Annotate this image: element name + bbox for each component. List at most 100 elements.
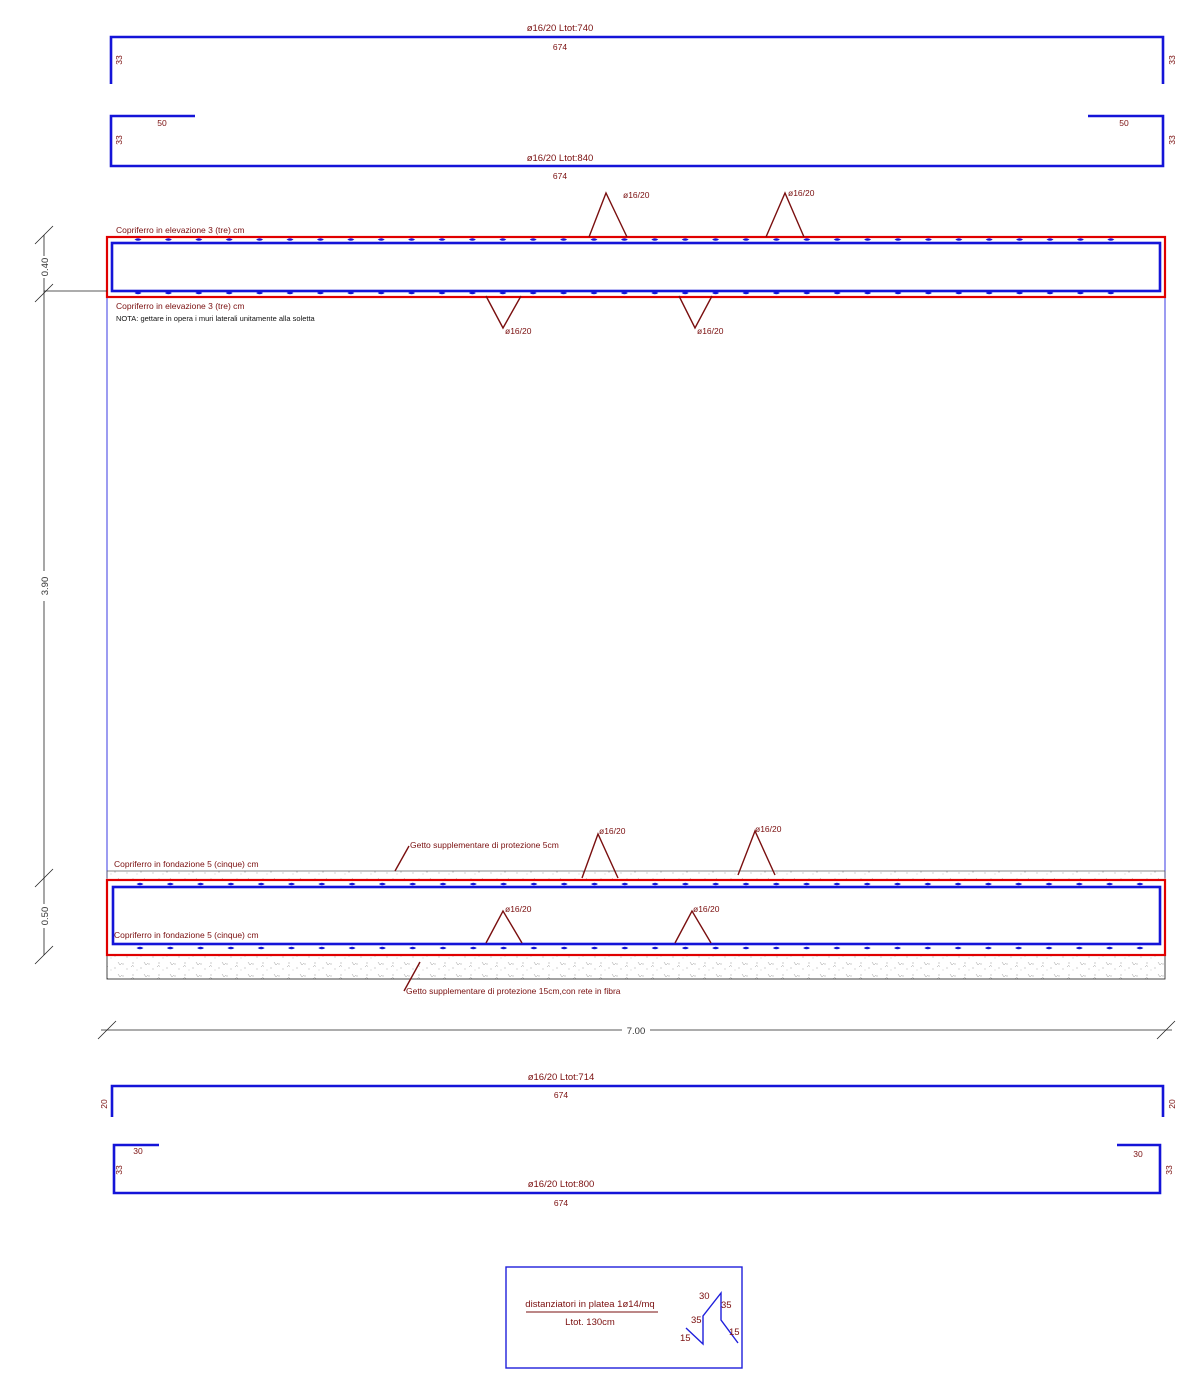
foundation-bottom-rebar-dot — [469, 946, 477, 950]
top-bar-1-left-leg: 33 — [114, 55, 124, 65]
foundation-bottom-rebar-dot — [1136, 946, 1144, 950]
slab-bottom-rebar-dot — [134, 291, 142, 295]
bottom-bar-1: ø16/20 Ltot:714 674 20 20 — [99, 1072, 1177, 1117]
slab-top-rebar-dot — [256, 238, 264, 241]
slab-top-rebar-dot — [316, 238, 324, 241]
top-bar-1: ø16/20 Ltot:740 674 33 33 — [109, 23, 1177, 84]
slab-bottom-rebar-dot — [529, 291, 537, 295]
slab-formwork — [105, 235, 1167, 299]
top-bar-1-label: ø16/20 Ltot:740 — [527, 23, 594, 34]
slab-top-rebar-dot — [1016, 238, 1024, 241]
slab-bottom-rebar-dot — [1107, 291, 1115, 295]
spacer-seg-d: 15 — [680, 1333, 691, 1344]
foundation-top-rebar-dot — [924, 882, 932, 886]
slab-top-rebar-dot — [924, 238, 932, 241]
slab-top-rebar-dot — [468, 238, 476, 241]
foundation-top-rebar-dot — [772, 882, 780, 886]
slab-top-rebar-dot — [195, 238, 203, 241]
spacer-detail-frame — [505, 1266, 743, 1369]
wall-outline — [106, 298, 1166, 878]
foundation-top-rebar-dot — [500, 882, 508, 886]
slab-thickness-dim: 0.40 — [40, 258, 51, 277]
foundation-top-rebar-dot — [530, 882, 538, 886]
slab-top-rebar-leader-2 — [765, 191, 805, 238]
foundation-bottom-rebar-dot — [439, 946, 447, 950]
foundation-bottom-rebar-dot — [591, 946, 598, 950]
foundation-top-rebar-label-1: ø16/20 — [599, 826, 626, 836]
protection-bottom-leader — [403, 961, 421, 992]
foundation-top-rebar-dot — [1136, 882, 1144, 886]
foundation-bottom-rebar-dot — [651, 946, 659, 950]
foundation-bottom-rebar-dot — [772, 946, 780, 950]
slab-bottom-rebar-dot — [499, 291, 507, 295]
slab-bottom-rebar-dot — [408, 291, 416, 295]
slab-top-rebar-dot — [225, 238, 233, 241]
bottom-bar-1-left-leg: 20 — [99, 1099, 109, 1109]
spacer-seg-b: 35 — [721, 1300, 732, 1311]
foundation-top-rebar-dot — [288, 882, 295, 886]
foundation-bottom-rebar-row — [136, 946, 1144, 950]
vertical-dim-tick-3 — [34, 868, 54, 888]
foundation-bottom-rebar-label-2: ø16/20 — [693, 904, 720, 914]
foundation-top-rebar-dot — [348, 882, 356, 886]
slab-bottom-rebar-dot — [894, 291, 902, 295]
bottom-bar-1-length: 674 — [554, 1090, 568, 1100]
top-bar-1-shape — [109, 35, 1165, 84]
foundation-bottom-rebar-dot — [621, 946, 629, 950]
horizontal-dim-tick-left — [97, 1020, 117, 1040]
spacer-total: Ltot. 130cm — [565, 1317, 615, 1328]
bottom-bar-2: 30 30 ø16/20 Ltot:800 674 33 33 — [112, 1143, 1174, 1208]
slab-top-rebar-dot — [803, 238, 811, 241]
slab-top-rebar-dot — [347, 238, 355, 241]
foundation-bottom-rebar-leader-2 — [674, 909, 712, 944]
height-dim: 3.90 — [40, 577, 51, 596]
foundation-bottom-rebar-dot — [924, 946, 932, 950]
top-bar-2: 50 50 ø16/20 Ltot:840 674 33 33 — [109, 114, 1177, 181]
width-dim: 7.00 — [627, 1026, 646, 1037]
top-bar-2-right-hook: 50 — [1119, 118, 1129, 128]
slab-bottom-rebar-dot — [833, 291, 841, 295]
slab-top-rebar-dot — [1107, 238, 1115, 241]
slab-top-rebar-dot — [894, 238, 902, 241]
foundation-top-rebar-dot — [1045, 882, 1053, 886]
foundation-top-rebar-dot — [257, 882, 265, 886]
foundation-top-rebar-dot — [318, 882, 326, 886]
slab-bottom-rebar-dot — [772, 291, 780, 295]
spacer-seg-c: 35 — [691, 1315, 702, 1326]
protection-top-label: Getto supplementare di protezione 5cm — [410, 840, 559, 850]
top-bar-2-left-leg: 33 — [114, 135, 124, 145]
slab-cover-top-label: Copriferro in elevazione 3 (tre) cm — [116, 225, 245, 235]
top-bar-2-right-leg: 33 — [1167, 135, 1177, 145]
slab-stirrup — [110, 241, 1162, 293]
foundation-bottom-rebar-dot — [136, 946, 144, 950]
bottom-bar-2-left-leg: 33 — [114, 1165, 124, 1175]
foundation-top-rebar-dot — [197, 882, 205, 886]
slab-top-rebar-dot — [590, 238, 598, 241]
foundation-bottom-rebar-dot — [500, 946, 508, 950]
slab-top-rebar-dot — [712, 238, 720, 241]
slab-bottom-rebar-dot — [316, 291, 324, 295]
foundation-top-rebar-label-2: ø16/20 — [755, 824, 782, 834]
vertical-dimension: 0.40 3.90 0.50 — [34, 225, 107, 965]
foundation-bottom-rebar-dot — [742, 946, 750, 950]
foundation-bottom-rebar-label-1: ø16/20 — [505, 904, 532, 914]
slab-bottom-rebar-dot — [803, 291, 811, 295]
spacer-shape — [685, 1290, 739, 1346]
bottom-bar-2-length: 674 — [554, 1198, 568, 1208]
slab-bottom-rebar-label-1: ø16/20 — [505, 326, 532, 336]
slab-top-rebar-row — [134, 238, 1115, 241]
dim-mask-3 — [38, 904, 50, 928]
slab-top-rebar-dot — [681, 238, 689, 241]
foundation-bottom-rebar-dot — [530, 946, 538, 950]
slab-bottom-rebar-dot — [468, 291, 476, 295]
slab-top-rebar-dot — [164, 238, 172, 241]
slab-bottom-rebar-label-2: ø16/20 — [697, 326, 724, 336]
slab-bottom-rebar-dot — [377, 291, 385, 295]
slab-bottom-rebar-dot — [712, 291, 720, 295]
slab-top-rebar-dot — [134, 238, 142, 241]
slab-bottom-rebar-dot — [195, 291, 203, 295]
slab-top-rebar-dot — [1046, 238, 1054, 241]
slab-top-rebar-dot — [772, 238, 780, 241]
foundation-bottom-rebar-dot — [984, 946, 992, 950]
foundation-top-rebar-dot — [863, 882, 871, 886]
